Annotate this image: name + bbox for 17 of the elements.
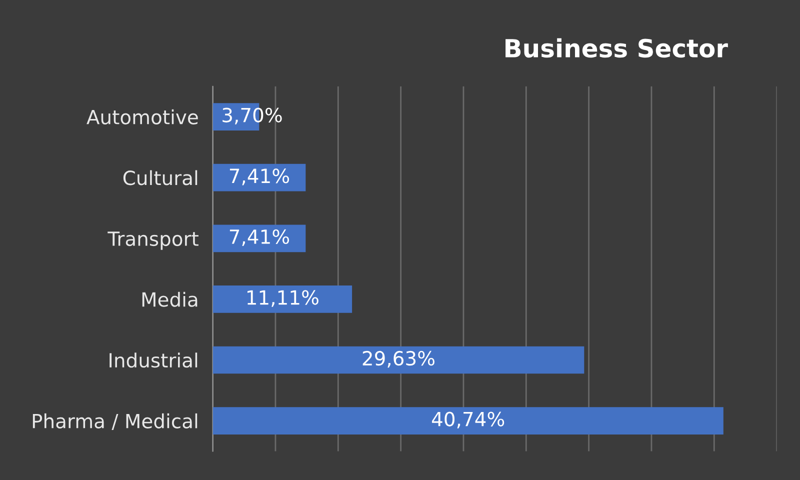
bar [212, 407, 724, 434]
data-label: 7,41% [230, 229, 290, 246]
bar [212, 164, 306, 192]
data-label: 11,11% [247, 290, 318, 307]
y-tick-label: Media [142, 292, 198, 307]
y-tick-label: Pharma / Medical [32, 413, 198, 430]
bar [212, 224, 306, 252]
bar [212, 346, 584, 374]
data-label: 40,74% [432, 412, 504, 428]
y-tick-label: Cultural [123, 170, 198, 186]
chart-title: Business Sector [506, 38, 728, 58]
y-tick-label: Industrial [110, 352, 198, 368]
y-tick-label: Transport [108, 232, 198, 250]
bar [212, 286, 352, 313]
data-label: 7,41% [230, 168, 290, 186]
data-label: 29,63% [362, 350, 434, 368]
y-tick-label: Automotive [86, 109, 198, 124]
